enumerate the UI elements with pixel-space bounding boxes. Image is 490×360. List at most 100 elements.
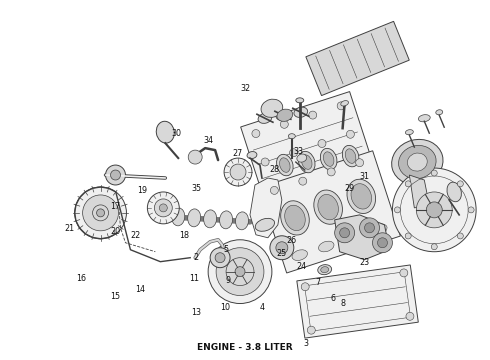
Ellipse shape xyxy=(318,241,334,252)
Circle shape xyxy=(226,258,254,285)
Text: 15: 15 xyxy=(111,292,121,301)
Ellipse shape xyxy=(298,151,315,173)
Text: 26: 26 xyxy=(286,237,296,246)
Circle shape xyxy=(105,165,125,185)
Text: 23: 23 xyxy=(360,258,369,267)
Circle shape xyxy=(83,195,119,231)
Circle shape xyxy=(426,202,442,218)
Circle shape xyxy=(457,233,464,239)
Circle shape xyxy=(365,223,374,233)
Circle shape xyxy=(309,111,317,119)
Circle shape xyxy=(252,130,260,138)
Circle shape xyxy=(216,248,264,296)
Ellipse shape xyxy=(301,155,312,169)
Ellipse shape xyxy=(297,154,307,162)
Circle shape xyxy=(400,269,408,277)
Ellipse shape xyxy=(156,121,174,143)
Text: 20: 20 xyxy=(111,228,121,237)
Ellipse shape xyxy=(418,114,430,122)
Text: 11: 11 xyxy=(189,274,199,283)
Text: 32: 32 xyxy=(240,84,250,93)
Ellipse shape xyxy=(294,107,308,117)
Text: 3: 3 xyxy=(303,339,309,348)
Circle shape xyxy=(280,120,288,128)
Text: 17: 17 xyxy=(111,202,121,211)
Ellipse shape xyxy=(392,139,443,185)
Circle shape xyxy=(93,205,108,221)
Text: 25: 25 xyxy=(276,249,287,258)
Circle shape xyxy=(270,236,294,260)
Ellipse shape xyxy=(261,99,283,117)
Circle shape xyxy=(224,158,252,186)
Text: 9: 9 xyxy=(225,276,230,285)
Circle shape xyxy=(346,130,354,138)
Circle shape xyxy=(159,204,167,212)
Ellipse shape xyxy=(318,265,332,275)
Circle shape xyxy=(208,240,272,303)
Text: 28: 28 xyxy=(269,165,279,174)
Polygon shape xyxy=(306,21,409,96)
Ellipse shape xyxy=(258,113,272,123)
Text: 19: 19 xyxy=(137,186,147,195)
Ellipse shape xyxy=(323,152,334,166)
Text: 22: 22 xyxy=(130,231,140,240)
Ellipse shape xyxy=(220,211,233,229)
Text: 2: 2 xyxy=(194,253,199,262)
Ellipse shape xyxy=(320,148,337,170)
Circle shape xyxy=(97,209,104,217)
Ellipse shape xyxy=(343,145,359,167)
Polygon shape xyxy=(259,151,400,273)
Ellipse shape xyxy=(341,100,348,106)
Circle shape xyxy=(356,159,364,167)
Circle shape xyxy=(299,177,307,185)
Circle shape xyxy=(111,170,121,180)
Ellipse shape xyxy=(351,184,371,209)
Ellipse shape xyxy=(318,194,339,220)
Circle shape xyxy=(318,140,326,148)
Text: 16: 16 xyxy=(76,274,86,283)
Circle shape xyxy=(394,207,400,213)
Circle shape xyxy=(377,238,388,248)
Circle shape xyxy=(301,283,309,291)
Ellipse shape xyxy=(276,110,290,120)
Text: 14: 14 xyxy=(135,285,145,294)
Ellipse shape xyxy=(345,149,356,163)
Ellipse shape xyxy=(371,224,387,235)
Ellipse shape xyxy=(280,158,290,172)
Ellipse shape xyxy=(281,201,309,235)
Ellipse shape xyxy=(398,145,436,179)
Text: 8: 8 xyxy=(340,299,345,308)
Circle shape xyxy=(405,181,411,187)
Circle shape xyxy=(431,170,437,176)
Circle shape xyxy=(154,199,172,217)
Circle shape xyxy=(406,312,414,320)
Circle shape xyxy=(335,223,355,243)
Circle shape xyxy=(210,248,230,268)
Circle shape xyxy=(270,186,278,194)
Ellipse shape xyxy=(347,179,376,213)
Circle shape xyxy=(327,168,335,176)
Text: 10: 10 xyxy=(220,303,230,312)
Ellipse shape xyxy=(276,154,293,176)
Text: 21: 21 xyxy=(64,224,74,233)
Circle shape xyxy=(235,267,245,276)
Text: 30: 30 xyxy=(172,129,182,138)
Ellipse shape xyxy=(172,208,185,226)
Ellipse shape xyxy=(321,267,329,273)
Ellipse shape xyxy=(247,152,257,159)
Ellipse shape xyxy=(188,209,201,227)
Text: 13: 13 xyxy=(191,308,201,317)
Ellipse shape xyxy=(277,109,293,121)
Polygon shape xyxy=(250,178,282,238)
Text: 5: 5 xyxy=(223,246,228,255)
Circle shape xyxy=(74,187,126,239)
Ellipse shape xyxy=(345,233,361,243)
Circle shape xyxy=(416,192,452,228)
Circle shape xyxy=(360,218,379,238)
Ellipse shape xyxy=(255,219,274,231)
Circle shape xyxy=(405,233,411,239)
Polygon shape xyxy=(335,215,390,260)
Circle shape xyxy=(230,164,246,180)
Polygon shape xyxy=(297,265,418,338)
Text: ENGINE - 3.8 LITER: ENGINE - 3.8 LITER xyxy=(197,343,293,352)
